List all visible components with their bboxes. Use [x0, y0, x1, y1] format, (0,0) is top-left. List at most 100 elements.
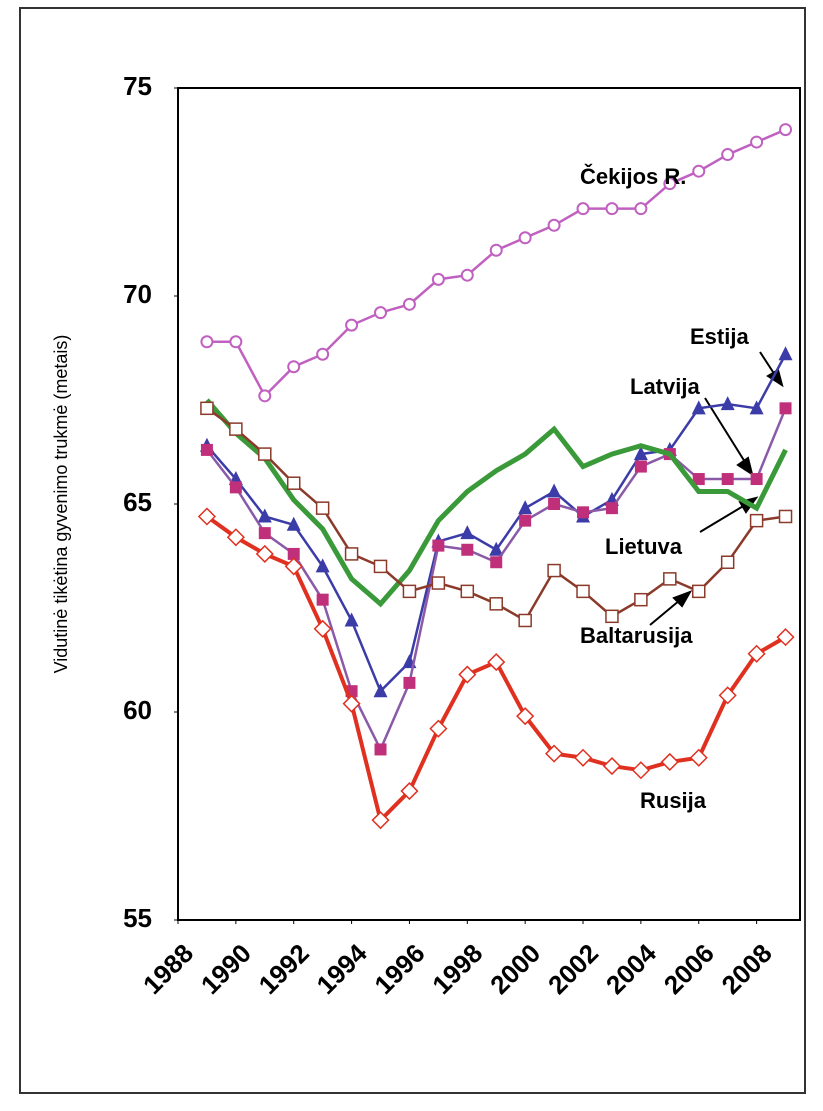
marker [315, 558, 330, 573]
marker [778, 509, 793, 524]
series-label: Rusija [640, 788, 707, 813]
marker [400, 781, 419, 801]
y-axis-label: Vidutinė tikėtina gyvenimo trukmė (metai… [51, 335, 71, 674]
series [197, 507, 795, 830]
marker [374, 743, 387, 756]
marker [576, 202, 590, 216]
marker [573, 748, 593, 767]
marker [286, 476, 301, 490]
marker [634, 592, 648, 607]
series-label: Latvija [630, 374, 700, 399]
marker [229, 481, 242, 494]
marker [344, 547, 359, 561]
y-tick-label: 75 [123, 71, 152, 101]
marker [460, 525, 475, 540]
marker [750, 473, 763, 486]
marker [720, 396, 735, 411]
marker [255, 544, 274, 563]
marker [200, 335, 214, 349]
frame [19, 7, 806, 1094]
marker [721, 473, 734, 486]
marker [518, 231, 532, 245]
series-line [205, 398, 788, 608]
marker [691, 584, 706, 599]
marker [200, 443, 213, 456]
series-label: Baltarusija [580, 623, 693, 648]
y-tick-label: 65 [123, 487, 152, 517]
marker [460, 584, 475, 599]
marker [402, 584, 417, 599]
y-tick-label: 60 [123, 695, 152, 725]
marker [548, 498, 561, 510]
marker [692, 473, 705, 486]
marker [344, 612, 359, 627]
marker [229, 335, 243, 349]
marker [287, 360, 301, 374]
marker [373, 559, 388, 574]
marker [287, 547, 300, 560]
marker [776, 628, 795, 647]
marker [605, 202, 619, 216]
marker [633, 446, 648, 461]
marker [197, 507, 216, 526]
marker [258, 527, 271, 540]
marker [631, 761, 650, 780]
marker [747, 644, 766, 663]
series-label: Čekijos R. [580, 164, 686, 189]
marker [547, 218, 561, 232]
marker [692, 164, 706, 178]
marker [576, 584, 590, 599]
marker [200, 401, 214, 416]
marker [518, 613, 532, 628]
marker [403, 676, 416, 689]
marker [460, 268, 474, 282]
marker [229, 422, 243, 436]
marker [402, 297, 416, 311]
marker [663, 177, 677, 191]
marker [316, 593, 329, 606]
marker [779, 123, 793, 137]
marker [487, 653, 506, 672]
marker [691, 400, 706, 415]
marker [749, 513, 764, 528]
marker [458, 665, 477, 684]
marker [313, 619, 332, 638]
marker [547, 563, 561, 578]
marker [461, 543, 474, 556]
marker [342, 694, 361, 713]
y-tick-label: 70 [123, 279, 152, 309]
marker [345, 318, 359, 332]
marker [634, 202, 648, 216]
marker [749, 400, 764, 415]
marker [429, 719, 448, 738]
marker [316, 347, 330, 361]
marker [602, 757, 622, 776]
series [200, 401, 793, 628]
marker [663, 572, 677, 586]
marker [226, 528, 245, 547]
marker [660, 752, 679, 771]
series-label: Estija [690, 324, 749, 349]
marker [258, 447, 272, 461]
marker [431, 272, 445, 286]
marker [258, 389, 272, 403]
marker [432, 539, 445, 552]
marker [518, 500, 533, 515]
marker [545, 744, 564, 763]
marker [605, 502, 618, 515]
marker [516, 707, 535, 726]
marker [431, 576, 446, 590]
marker [284, 557, 303, 576]
marker [489, 541, 504, 556]
marker [605, 609, 619, 624]
marker [779, 402, 792, 415]
marker [718, 686, 737, 705]
marker [634, 460, 647, 473]
marker [490, 556, 503, 569]
marker [373, 683, 388, 698]
series-label: Lietuva [605, 534, 683, 559]
marker [315, 501, 330, 515]
marker [371, 811, 390, 830]
marker [286, 516, 301, 531]
